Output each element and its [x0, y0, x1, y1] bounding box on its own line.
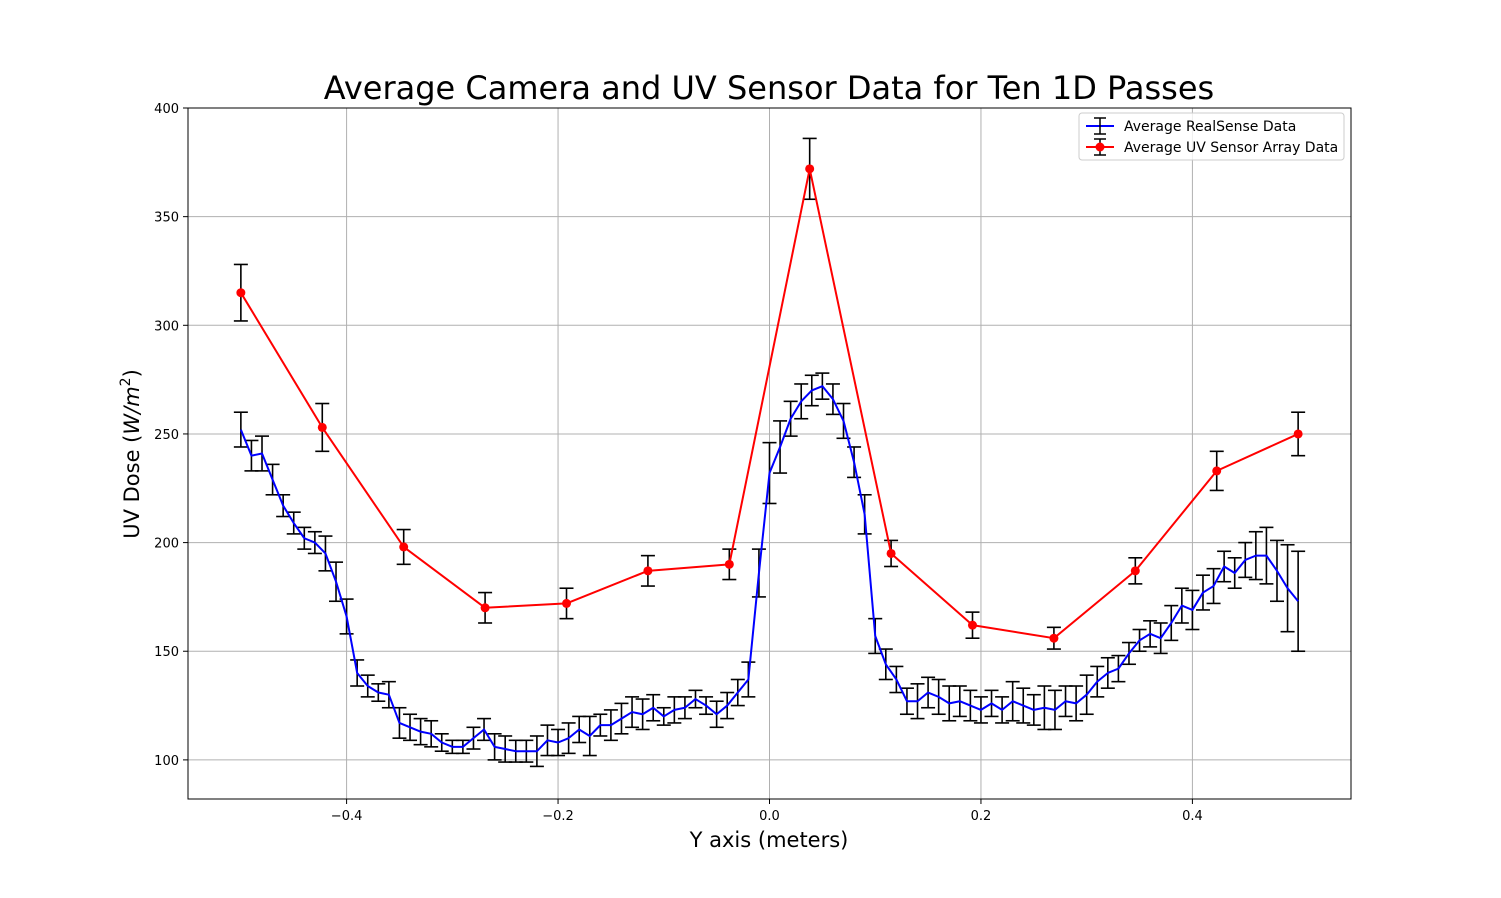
- chart-title: Average Camera and UV Sensor Data for Te…: [324, 69, 1214, 107]
- series-realsense: [233, 372, 1306, 768]
- x-axis-label: Y axis (meters): [689, 828, 849, 852]
- y-tick-label: 150: [154, 645, 179, 660]
- data-point: [1293, 429, 1303, 439]
- data-point: [967, 620, 977, 630]
- y-axis-label-variable: W/m: [120, 386, 144, 434]
- series-uv-sensor: [233, 137, 1306, 650]
- data-point: [562, 598, 572, 608]
- y-axis-label: UV Dose (W/m2): [118, 369, 144, 539]
- x-tick-label: −0.4: [331, 809, 363, 824]
- x-axis-ticks: −0.4 −0.2 0.0 0.2 0.4: [331, 799, 1203, 824]
- data-point: [236, 288, 246, 298]
- y-tick-label: 400: [154, 102, 179, 117]
- data-point: [1212, 466, 1222, 476]
- y-axis-ticks: 100 150 200 250 300 350 400: [154, 102, 188, 769]
- data-point: [1130, 566, 1140, 576]
- y-axis-label-suffix: ): [120, 369, 144, 377]
- x-tick-label: 0.0: [759, 809, 780, 824]
- data-point: [317, 422, 327, 432]
- y-axis-label-exponent: 2: [118, 377, 134, 386]
- y-tick-label: 200: [154, 537, 179, 552]
- y-tick-label: 300: [154, 319, 179, 334]
- data-point: [643, 566, 653, 576]
- legend-entry-realsense: Average RealSense Data: [1086, 117, 1296, 135]
- data-point: [1049, 633, 1059, 643]
- x-tick-label: 0.2: [971, 809, 992, 824]
- legend-box: [1078, 112, 1345, 161]
- data-point: [805, 164, 815, 174]
- y-tick-label: 100: [154, 754, 179, 769]
- data-series: [233, 137, 1306, 768]
- data-point: [886, 548, 896, 558]
- y-tick-label: 250: [154, 428, 179, 443]
- legend-marker-uv-sensor: [1095, 142, 1105, 152]
- data-point: [399, 542, 409, 552]
- legend-label-uv-sensor: Average UV Sensor Array Data: [1124, 140, 1338, 156]
- legend-entry-uv-sensor: Average UV Sensor Array Data: [1086, 138, 1338, 156]
- series-line: [239, 385, 1299, 753]
- y-tick-label: 350: [154, 211, 179, 226]
- x-tick-label: 0.4: [1182, 809, 1203, 824]
- x-tick-label: −0.2: [542, 809, 574, 824]
- data-point: [724, 559, 734, 569]
- data-point: [480, 603, 490, 613]
- legend: Average RealSense Data Average UV Sensor…: [1078, 112, 1345, 161]
- series-line: [240, 167, 1299, 640]
- y-axis-label-prefix: UV Dose (: [120, 435, 144, 539]
- legend-label-realsense: Average RealSense Data: [1124, 119, 1296, 135]
